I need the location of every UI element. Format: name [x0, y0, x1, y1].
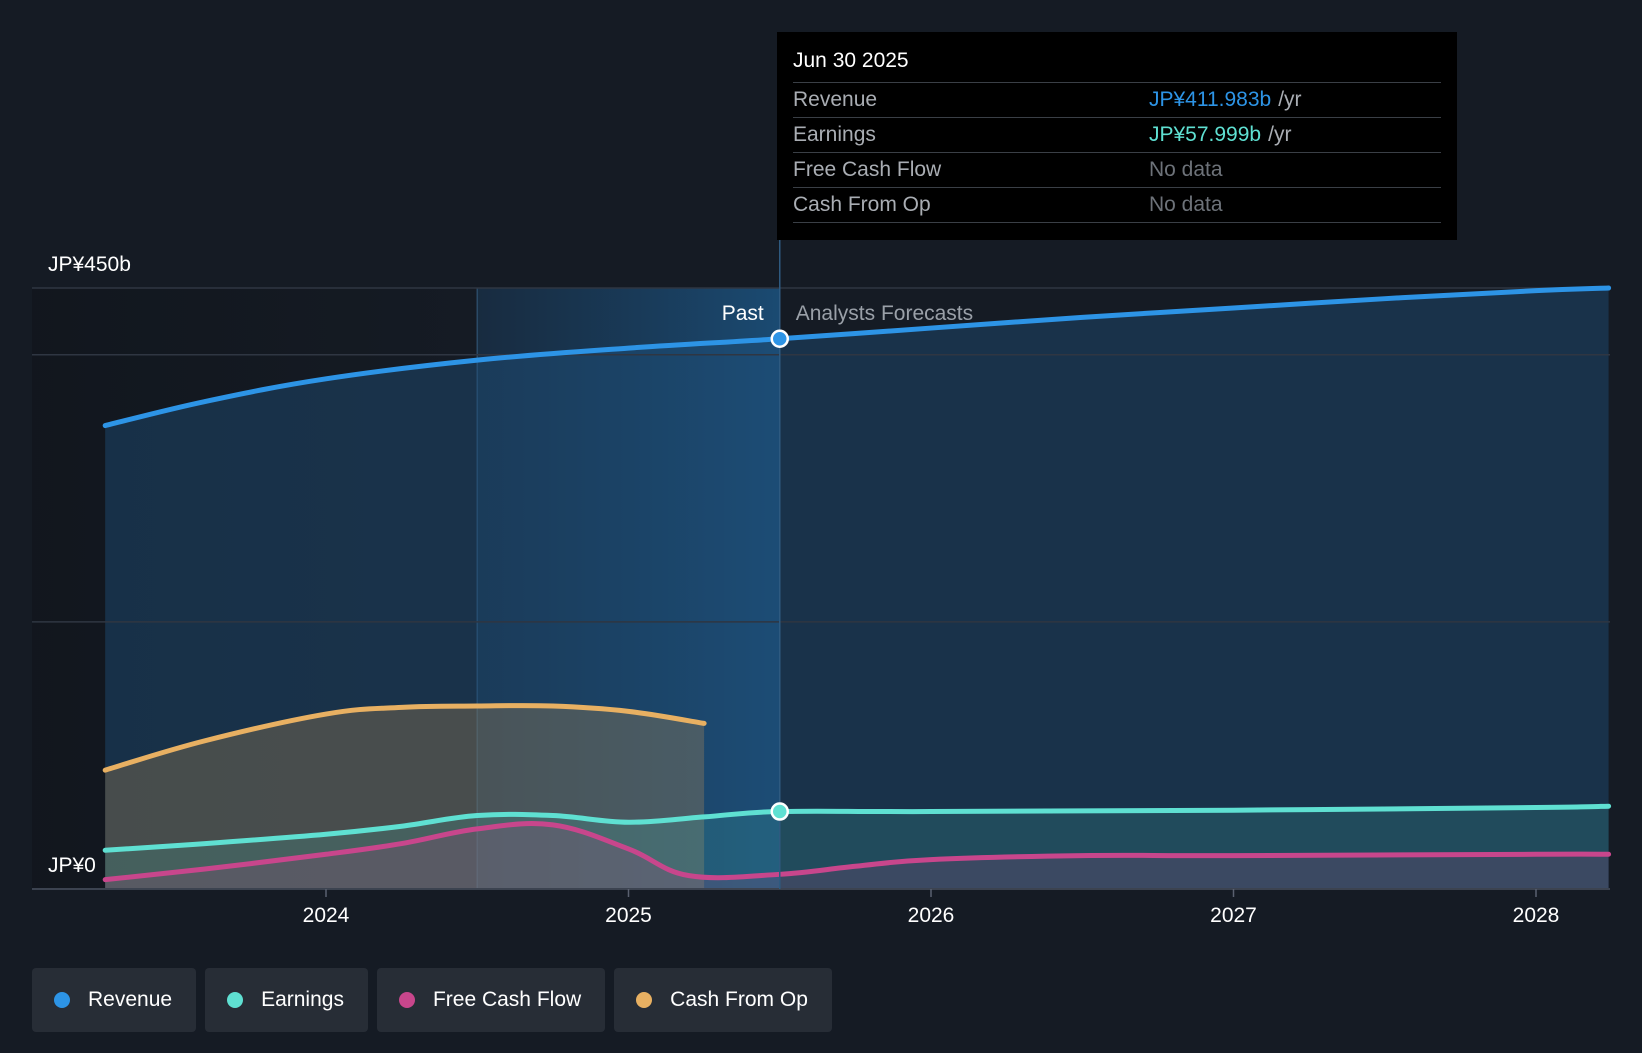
legend-dot-icon: [636, 992, 653, 1008]
tooltip-label: Earnings: [793, 123, 876, 146]
tooltip-label: Revenue: [793, 88, 878, 111]
x-tick-label: 2027: [1210, 904, 1257, 927]
tooltip-value: No data: [1149, 158, 1223, 181]
tooltip-row-free-cash-flow: Free Cash Flow No data: [793, 153, 1441, 188]
x-tick-label: 2024: [303, 904, 350, 927]
x-tick-label: 2025: [605, 904, 652, 927]
past-highlight-region: [477, 288, 780, 889]
forecast-label: Analysts Forecasts: [796, 302, 973, 325]
tooltip-row-cash-from-op: Cash From Op No data: [793, 188, 1441, 223]
cash-from-op-line: [102, 703, 707, 773]
tooltip-value: No data: [1149, 193, 1223, 216]
legend-dot-icon: [398, 992, 415, 1008]
revenue-line: [102, 285, 1612, 429]
x-tick-label: 2026: [908, 904, 955, 927]
cash-from-op-area: [105, 705, 705, 889]
y-axis-max-label: JP¥450b: [48, 253, 131, 276]
revenue-marker: [770, 329, 789, 349]
tooltip-value: JP¥411.983b: [1149, 88, 1272, 111]
legend-label: Free Cash Flow: [432, 988, 582, 1011]
legend-dot-icon: [54, 992, 70, 1008]
tooltip: Jun 30 2025 Revenue JP¥411.983b /yr Earn…: [777, 32, 1457, 240]
free-cash-flow-area: [105, 823, 1609, 889]
tooltip-date: Jun 30 2025: [793, 46, 1441, 83]
legend-item-cash-from-op[interactable]: Cash From Op: [614, 968, 832, 1032]
earnings-marker: [770, 802, 789, 821]
tooltip-label: Free Cash Flow: [793, 158, 942, 181]
legend-item-revenue[interactable]: Revenue: [32, 968, 197, 1032]
legend: Revenue Earnings Free Cash Flow Cash Fro…: [32, 968, 832, 1032]
tooltip-label: Cash From Op: [793, 193, 931, 216]
revenue-area: [105, 288, 1609, 889]
legend-label: Cash From Op: [670, 988, 808, 1011]
past-label: Past: [722, 302, 764, 325]
tooltip-unit: /yr: [1278, 88, 1302, 111]
tooltip-value: JP¥57.999b: [1149, 123, 1262, 146]
y-axis-min-label: JP¥0: [48, 854, 96, 877]
legend-label: Earnings: [261, 988, 344, 1011]
legend-item-free-cash-flow[interactable]: Free Cash Flow: [376, 968, 606, 1032]
legend-dot-icon: [227, 992, 244, 1008]
x-tick-label: 2028: [1513, 904, 1560, 927]
free-cash-flow-line: [102, 821, 1612, 883]
tooltip-unit: /yr: [1268, 123, 1292, 146]
past-dark-region: [32, 288, 478, 889]
tooltip-row-revenue: Revenue JP¥411.983b /yr: [793, 83, 1441, 118]
earnings-line: [102, 803, 1612, 853]
tooltip-row-earnings: Earnings JP¥57.999b /yr: [793, 118, 1441, 153]
legend-label: Revenue: [88, 988, 173, 1011]
legend-item-earnings[interactable]: Earnings: [205, 968, 368, 1032]
